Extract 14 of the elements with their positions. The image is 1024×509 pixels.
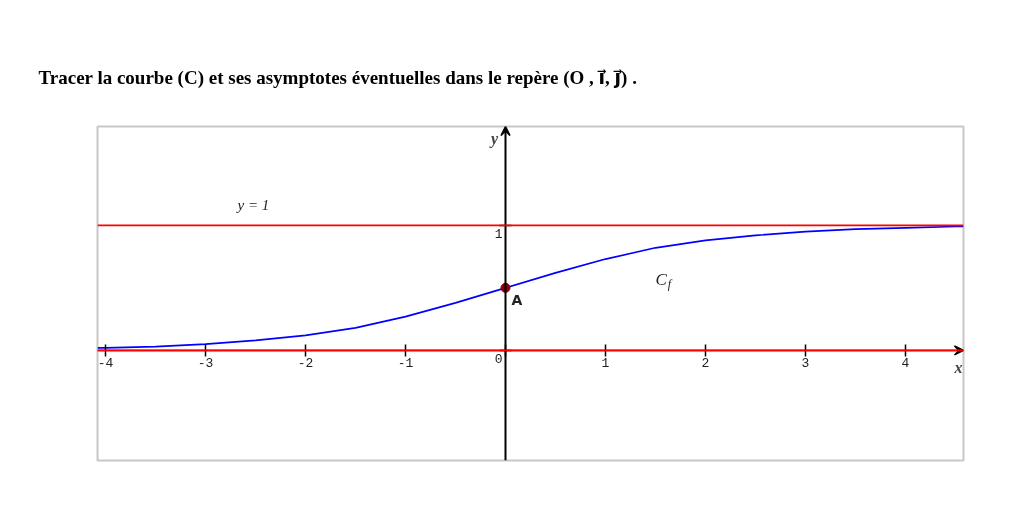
y-tick-label: 0 bbox=[494, 352, 503, 368]
x-tick-label: -1 bbox=[397, 356, 414, 372]
series-label: A bbox=[511, 291, 523, 308]
x-tick-label: 1 bbox=[601, 356, 610, 372]
y-axis-title: y bbox=[488, 129, 499, 148]
x-tick-label: -3 bbox=[197, 356, 214, 372]
x-axis-title: x bbox=[953, 359, 963, 377]
x-tick-label: -2 bbox=[297, 356, 314, 372]
x-tick-label: -4 bbox=[97, 356, 114, 372]
x-tick-label: 3 bbox=[801, 356, 810, 372]
x-tick-label: 2 bbox=[701, 356, 710, 372]
chart-title: Tracer la courbe (C) et ses asymptotes éventuelles dans le repère (O , i⃗, j⃗) . bbox=[38, 66, 637, 89]
x-tick-label: 4 bbox=[901, 356, 910, 372]
ref-line-label: y = 1 bbox=[235, 197, 270, 214]
